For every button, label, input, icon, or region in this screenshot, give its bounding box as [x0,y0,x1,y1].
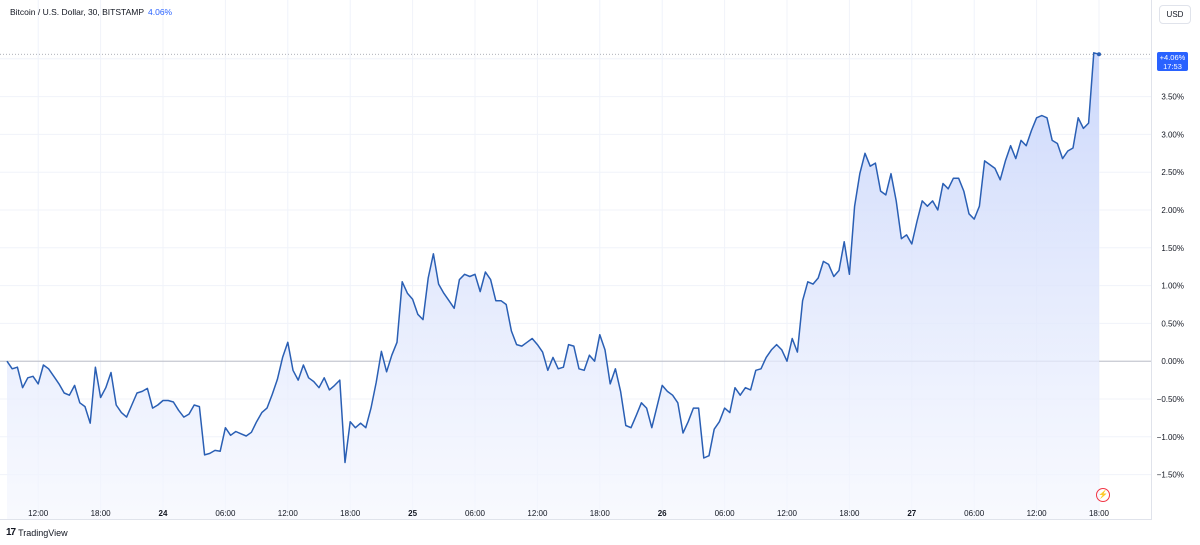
y-tick-label: −1.50% [1157,471,1184,480]
lightning-bolt-icon[interactable]: ⚡ [1096,488,1110,502]
y-axis[interactable]: 4.00%3.50%3.00%2.50%2.00%1.50%1.00%0.50%… [1157,55,1184,480]
x-tick-label: 12:00 [28,509,49,518]
tradingview-attribution[interactable]: 17 TradingView [6,527,68,538]
x-axis[interactable]: 12:00 18:00 24 06:00 12:00 18:00 25 06:00 12:00 1… [28,509,1109,518]
x-tick-label: 18:00 [91,509,112,518]
y-tick-label: 2.50% [1161,168,1184,177]
brand-name: TradingView [18,527,68,538]
x-tick-label: 26 [658,509,667,518]
x-tick-label: 27 [907,509,916,518]
bar-countdown: 17:53 [1163,62,1182,71]
symbol-title[interactable]: Bitcoin / U.S. Dollar, 30, BITSTAMP [10,7,144,17]
x-tick-label: 12:00 [777,509,798,518]
area-fill [7,52,1099,520]
y-tick-label: 3.50% [1161,93,1184,102]
y-tick-label: 0.50% [1161,319,1184,328]
series-line [6,52,1100,464]
x-tick-label: 06:00 [465,509,486,518]
y-tick-label: −0.50% [1157,395,1184,404]
y-tick-label: 3.00% [1161,130,1184,139]
x-tick-label: 06:00 [215,509,236,518]
last-price-value: +4.06% [1159,53,1186,62]
x-tick-label: 25 [408,509,417,518]
tradingview-logo-icon: 17 [6,527,16,538]
y-tick-label: 0.00% [1161,357,1184,366]
x-tick-label: 18:00 [590,509,611,518]
y-tick-label: −1.00% [1157,433,1184,442]
x-tick-label: 18:00 [340,509,361,518]
x-tick-label: 18:00 [839,509,860,518]
x-tick-label: 06:00 [964,509,985,518]
y-tick-label: 1.00% [1161,282,1184,291]
change-value: 4.06% [148,7,173,17]
last-point-dot [1097,52,1101,57]
currency-button[interactable]: USD [1159,5,1191,24]
y-tick-label: 1.50% [1161,244,1184,253]
legend: Bitcoin / U.S. Dollar, 30, BITSTAMP 4.06% [10,7,172,17]
x-tick-label: 06:00 [715,509,736,518]
x-tick-label: 12:00 [1027,509,1048,518]
y-tick-label: 2.00% [1161,206,1184,215]
x-tick-label: 18:00 [1089,509,1110,518]
x-tick-label: 12:00 [527,509,548,518]
last-price-badge: +4.06% 17:53 [1157,52,1188,71]
x-tick-label: 24 [159,509,168,518]
x-tick-label: 12:00 [278,509,299,518]
